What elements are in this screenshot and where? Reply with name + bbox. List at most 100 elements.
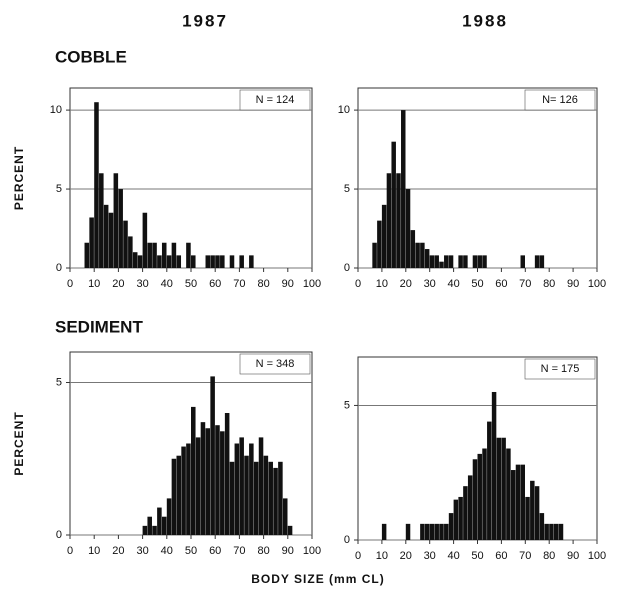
x-tick-label: 30 bbox=[136, 545, 148, 557]
bar bbox=[415, 242, 420, 268]
y-tick-label: 5 bbox=[56, 183, 62, 195]
bar bbox=[439, 523, 444, 540]
bar bbox=[501, 437, 506, 540]
bar bbox=[103, 204, 109, 268]
bar bbox=[434, 255, 439, 268]
x-tick-label: 10 bbox=[376, 550, 388, 562]
bar bbox=[372, 242, 377, 268]
bar bbox=[239, 437, 244, 535]
bar bbox=[181, 446, 186, 535]
bar bbox=[84, 242, 90, 268]
column-title: 1987 bbox=[182, 11, 228, 30]
x-axis-label: BODY SIZE (mm CL) bbox=[251, 572, 384, 586]
bar bbox=[210, 255, 215, 268]
bar bbox=[220, 431, 225, 535]
bar bbox=[520, 255, 525, 268]
x-tick-label: 20 bbox=[112, 545, 124, 557]
bar bbox=[191, 255, 196, 268]
x-tick-label: 100 bbox=[303, 545, 321, 557]
bar bbox=[142, 212, 148, 268]
x-tick-label: 60 bbox=[495, 278, 507, 290]
bar bbox=[553, 523, 559, 540]
bar bbox=[229, 255, 235, 268]
annotation-box bbox=[239, 89, 311, 111]
bar bbox=[205, 255, 211, 268]
x-tick-label: 90 bbox=[282, 545, 294, 557]
bar bbox=[549, 523, 554, 540]
x-tick-label: 20 bbox=[400, 278, 412, 290]
bar bbox=[258, 437, 264, 535]
x-tick-label: 80 bbox=[543, 278, 555, 290]
bar bbox=[200, 422, 206, 535]
bar bbox=[458, 496, 463, 540]
y-tick-label: 5 bbox=[56, 376, 62, 388]
bar bbox=[429, 523, 435, 540]
x-tick-label: 40 bbox=[447, 550, 459, 562]
bar bbox=[195, 437, 201, 535]
bar bbox=[220, 255, 225, 268]
bar bbox=[429, 255, 435, 268]
x-tick-label: 100 bbox=[588, 550, 606, 562]
bar bbox=[152, 242, 157, 268]
bar bbox=[453, 499, 459, 540]
x-tick-label: 40 bbox=[161, 545, 173, 557]
bar bbox=[458, 255, 463, 268]
bar bbox=[558, 523, 564, 540]
x-tick-label: 10 bbox=[88, 278, 100, 290]
bar bbox=[157, 255, 162, 268]
bar bbox=[282, 498, 288, 535]
bar bbox=[253, 461, 259, 535]
bar bbox=[496, 437, 502, 540]
bar bbox=[142, 525, 148, 535]
bar bbox=[482, 448, 487, 540]
bar bbox=[152, 525, 157, 535]
bar bbox=[224, 413, 230, 535]
y-tick-label: 10 bbox=[50, 104, 62, 116]
y-tick-label: 0 bbox=[56, 529, 62, 541]
bar bbox=[463, 255, 468, 268]
x-tick-label: 80 bbox=[543, 550, 555, 562]
bar bbox=[89, 217, 94, 268]
bar bbox=[186, 443, 191, 535]
x-tick-label: 10 bbox=[88, 545, 100, 557]
bar bbox=[410, 230, 416, 268]
x-tick-label: 80 bbox=[257, 545, 269, 557]
bar bbox=[263, 455, 269, 535]
y-tick-label: 5 bbox=[344, 399, 350, 411]
y-tick-label: 10 bbox=[338, 104, 350, 116]
annotation-box bbox=[239, 353, 311, 375]
x-tick-label: 0 bbox=[355, 278, 361, 290]
x-tick-label: 60 bbox=[209, 278, 221, 290]
column-title: 1988 bbox=[462, 11, 508, 30]
bar bbox=[147, 242, 152, 268]
bar bbox=[113, 173, 119, 268]
bar bbox=[539, 255, 545, 268]
x-tick-label: 70 bbox=[233, 278, 245, 290]
y-tick-label: 5 bbox=[344, 183, 350, 195]
bar bbox=[268, 461, 273, 535]
bar bbox=[491, 391, 497, 540]
bar bbox=[424, 249, 430, 268]
annotation: N= 126 bbox=[542, 94, 578, 106]
annotation: N = 175 bbox=[541, 363, 580, 375]
y-tick-label: 0 bbox=[344, 262, 350, 274]
row-title: SEDIMENT bbox=[55, 317, 143, 336]
bar bbox=[108, 212, 114, 268]
x-tick-label: 40 bbox=[447, 278, 459, 290]
bar bbox=[94, 102, 99, 268]
x-tick-label: 50 bbox=[185, 278, 197, 290]
annotation-box bbox=[524, 89, 596, 111]
bar bbox=[229, 461, 235, 535]
bar bbox=[391, 141, 396, 268]
bar bbox=[424, 523, 430, 540]
x-tick-label: 60 bbox=[495, 550, 507, 562]
x-tick-label: 100 bbox=[588, 278, 606, 290]
x-tick-label: 30 bbox=[424, 550, 436, 562]
bar bbox=[215, 425, 220, 535]
bar bbox=[381, 204, 387, 268]
bar bbox=[249, 255, 254, 268]
annotation: N = 124 bbox=[256, 94, 295, 106]
x-tick-label: 50 bbox=[185, 545, 197, 557]
bar bbox=[118, 189, 123, 268]
bar bbox=[99, 173, 104, 268]
